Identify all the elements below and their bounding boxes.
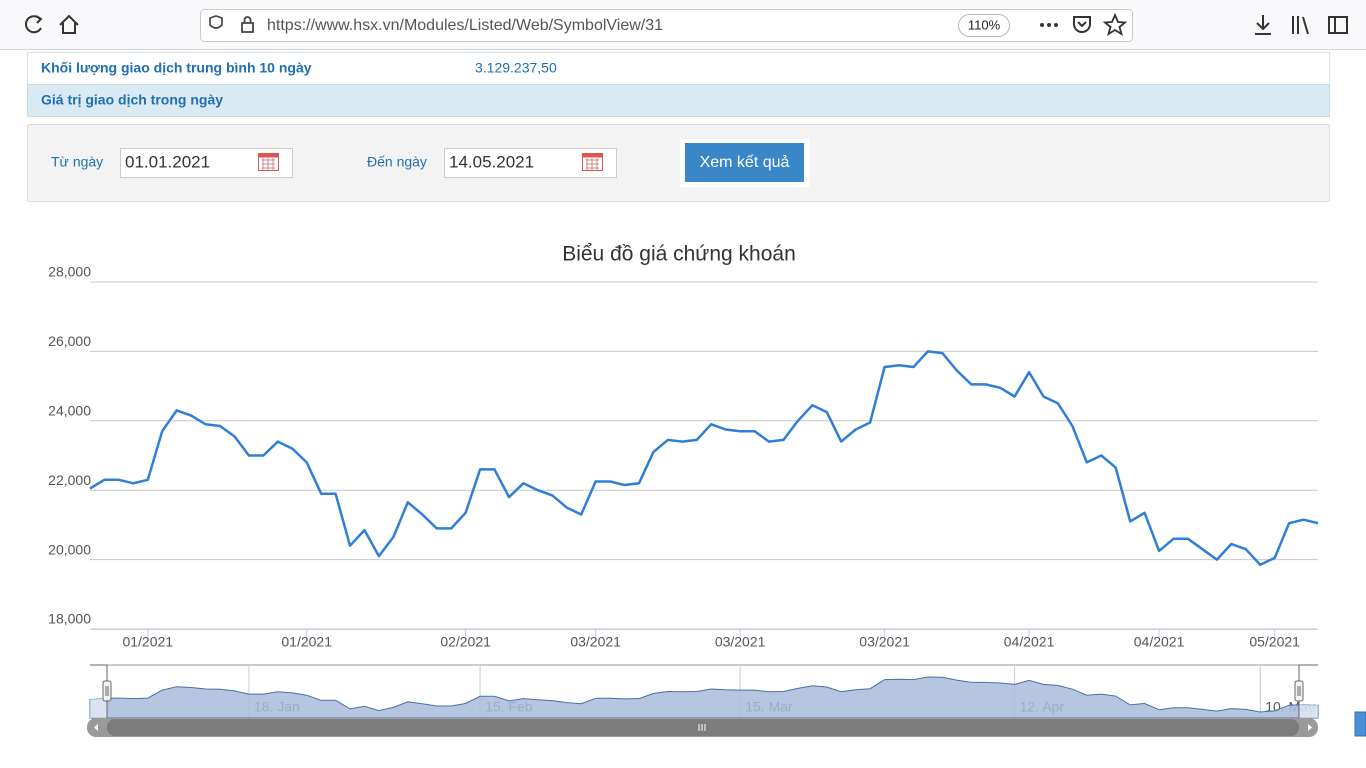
y-tick-label: 28,000: [48, 264, 91, 280]
x-tick-label: 03/2021: [715, 634, 766, 650]
scrollbar-thumb[interactable]: [107, 719, 1299, 736]
y-tick-label: 24,000: [48, 403, 91, 419]
calendar-icon[interactable]: [582, 153, 603, 171]
to-label: Đến ngày: [367, 154, 427, 170]
submit-button[interactable]: [685, 143, 804, 182]
page-actions[interactable]: [1040, 23, 1058, 27]
download-icon[interactable]: [1255, 15, 1271, 35]
pocket-icon[interactable]: [1073, 16, 1091, 33]
navigator-mask: [90, 665, 107, 718]
x-tick-label: 03/2021: [859, 634, 910, 650]
bookmark-icon[interactable]: [1102, 12, 1128, 36]
calendar-grid[interactable]: [586, 158, 599, 170]
sidebar-icon[interactable]: [1328, 16, 1348, 34]
url-text[interactable]: https://www.hsx.vn/Modules/Listed/Web/Sy…: [267, 17, 663, 34]
scroll-arrow-right: [1308, 724, 1312, 731]
info-label: Khối lượng giao dịch trung bình 10 ngày: [41, 60, 312, 76]
menu-dot[interactable]: [1047, 23, 1051, 27]
library-icon[interactable]: [1292, 16, 1309, 35]
home-icon[interactable]: [59, 14, 79, 34]
price-line: [89, 350, 1319, 567]
handle-grip: [1297, 686, 1301, 696]
calendar-icon[interactable]: [258, 153, 279, 171]
info-row: [27, 84, 1330, 117]
y-tick-label: 26,000: [48, 333, 91, 349]
x-tick-label: 04/2021: [1134, 634, 1185, 650]
shield-icon[interactable]: [209, 15, 223, 29]
zoom-level[interactable]: 110%: [968, 17, 1001, 32]
scroll-arrow-left: [94, 724, 98, 731]
x-tick-label: 04/2021: [1004, 634, 1055, 650]
y-tick-label: 22,000: [48, 472, 91, 488]
calendar-header[interactable]: [582, 153, 603, 158]
filter-box: [27, 124, 1330, 202]
info-label: Giá trị giao dịch trong ngày: [41, 92, 223, 108]
from-label: Từ ngày: [51, 154, 103, 170]
chart-title: Biểu đồ giá chứng khoán: [562, 243, 796, 266]
x-tick-label: 02/2021: [440, 634, 491, 650]
menu-dot[interactable]: [1040, 23, 1044, 27]
info-row: [27, 52, 1330, 85]
zoom-pill[interactable]: [958, 14, 1010, 37]
side-widget[interactable]: [1354, 711, 1366, 737]
calendar-header[interactable]: [258, 153, 279, 158]
reload-arrow[interactable]: [35, 15, 43, 24]
navigator-mask: [1299, 665, 1318, 718]
x-tick-label: 01/2021: [122, 634, 173, 650]
from-value[interactable]: 01.01.2021: [125, 152, 210, 171]
navigator-handle[interactable]: [102, 680, 112, 702]
y-tick-label: 18,000: [48, 611, 91, 627]
lock-icon[interactable]: [241, 16, 254, 33]
navigator-area: [89, 676, 1319, 719]
navigator-handle[interactable]: [1294, 680, 1304, 702]
x-tick-label: 05/2021: [1249, 634, 1300, 650]
reload-icon[interactable]: [24, 15, 42, 34]
submit-label[interactable]: Xem kết quả: [700, 154, 790, 171]
y-tick-label: 20,000: [48, 541, 91, 557]
info-value: 3.129.237,50: [475, 60, 557, 76]
menu-dot[interactable]: [1054, 23, 1058, 27]
x-tick-label: 01/2021: [281, 634, 332, 650]
x-tick-label: 03/2021: [570, 634, 621, 650]
scrollbar-grip: [698, 724, 706, 731]
handle-grip: [105, 686, 109, 696]
url-bar[interactable]: [200, 9, 1133, 42]
nav-icons[interactable]: [24, 14, 79, 34]
calendar-grid[interactable]: [262, 158, 275, 170]
to-value[interactable]: 14.05.2021: [449, 152, 534, 171]
chart: Biểu đồ giá chứng khoán 18,000 20,000 22,0…: [48, 243, 1319, 737]
